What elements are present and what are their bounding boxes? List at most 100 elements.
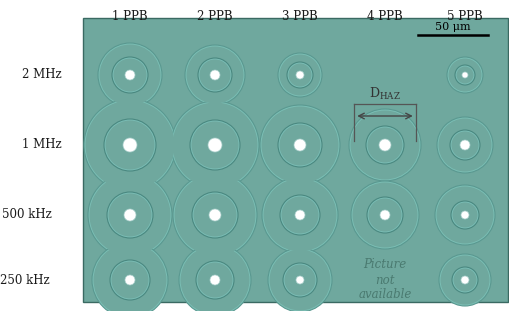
Text: 4 PPB: 4 PPB — [366, 10, 402, 23]
Circle shape — [350, 110, 419, 179]
Circle shape — [173, 173, 257, 257]
Circle shape — [125, 275, 135, 285]
Text: 5 PPB: 5 PPB — [446, 10, 482, 23]
Text: 2 MHz: 2 MHz — [22, 68, 62, 81]
Circle shape — [378, 139, 390, 151]
Circle shape — [367, 128, 402, 163]
Circle shape — [199, 59, 230, 91]
Circle shape — [461, 72, 467, 78]
Circle shape — [105, 120, 154, 169]
Text: 250 kHz: 250 kHz — [1, 273, 50, 286]
Circle shape — [279, 54, 320, 95]
Text: Picture
not
available: Picture not available — [358, 258, 411, 301]
Circle shape — [171, 101, 259, 189]
Circle shape — [180, 245, 249, 311]
Circle shape — [92, 242, 167, 311]
Circle shape — [279, 195, 319, 235]
Text: 500 kHz: 500 kHz — [2, 208, 52, 221]
Circle shape — [260, 105, 340, 185]
Circle shape — [456, 67, 472, 83]
Circle shape — [446, 57, 482, 93]
Circle shape — [451, 267, 477, 293]
Text: D$_{\mathregular{HAZ}}$: D$_{\mathregular{HAZ}}$ — [369, 86, 400, 102]
Circle shape — [209, 209, 220, 221]
Circle shape — [179, 244, 250, 311]
Circle shape — [191, 122, 238, 169]
Circle shape — [172, 103, 257, 188]
Circle shape — [110, 260, 150, 300]
Circle shape — [124, 209, 136, 221]
Circle shape — [282, 263, 317, 297]
Circle shape — [434, 185, 494, 245]
Circle shape — [293, 139, 305, 151]
Circle shape — [460, 276, 468, 284]
Circle shape — [88, 173, 172, 257]
Circle shape — [459, 140, 469, 150]
Circle shape — [287, 62, 313, 88]
Circle shape — [98, 43, 162, 107]
Circle shape — [104, 119, 156, 171]
Bar — [83, 18, 507, 302]
Circle shape — [99, 44, 160, 105]
Circle shape — [112, 57, 148, 93]
Circle shape — [107, 192, 153, 238]
Circle shape — [208, 138, 221, 152]
Circle shape — [108, 193, 151, 236]
Circle shape — [451, 202, 476, 228]
Circle shape — [186, 47, 243, 104]
Circle shape — [379, 210, 389, 220]
Circle shape — [185, 45, 244, 105]
Text: 1 PPB: 1 PPB — [112, 10, 148, 23]
Circle shape — [348, 109, 420, 181]
Circle shape — [460, 211, 468, 219]
Circle shape — [352, 183, 417, 248]
Circle shape — [210, 70, 219, 80]
Circle shape — [295, 276, 303, 284]
Circle shape — [123, 138, 137, 152]
Text: 1 MHz: 1 MHz — [22, 138, 62, 151]
Circle shape — [450, 132, 477, 159]
Circle shape — [281, 197, 318, 234]
Circle shape — [261, 106, 338, 183]
Circle shape — [191, 192, 238, 238]
Circle shape — [174, 174, 255, 256]
Circle shape — [453, 268, 475, 291]
Circle shape — [277, 123, 321, 167]
Circle shape — [93, 244, 166, 311]
Circle shape — [269, 249, 330, 310]
Circle shape — [284, 264, 315, 295]
Circle shape — [350, 181, 418, 249]
Circle shape — [190, 120, 240, 170]
Circle shape — [436, 187, 493, 244]
Circle shape — [89, 174, 170, 256]
Circle shape — [193, 193, 236, 236]
Circle shape — [84, 99, 176, 191]
Circle shape — [365, 126, 403, 164]
Circle shape — [368, 198, 401, 231]
Circle shape — [436, 117, 492, 173]
Circle shape — [195, 261, 234, 299]
Circle shape — [295, 71, 303, 79]
Circle shape — [294, 210, 304, 220]
Circle shape — [279, 124, 320, 165]
Circle shape — [438, 118, 491, 171]
Circle shape — [197, 58, 232, 92]
Text: 3 PPB: 3 PPB — [281, 10, 317, 23]
Circle shape — [366, 197, 402, 233]
Circle shape — [111, 262, 148, 299]
Text: 50 μm: 50 μm — [434, 22, 470, 32]
Text: 2 PPB: 2 PPB — [197, 10, 232, 23]
Circle shape — [197, 262, 232, 298]
Circle shape — [288, 63, 311, 86]
Circle shape — [114, 58, 146, 91]
Circle shape — [267, 248, 331, 311]
Circle shape — [262, 177, 337, 253]
Circle shape — [263, 179, 336, 252]
Circle shape — [125, 70, 135, 80]
Circle shape — [86, 100, 174, 189]
Circle shape — [447, 58, 480, 91]
Circle shape — [210, 275, 219, 285]
Circle shape — [438, 254, 490, 306]
Circle shape — [454, 65, 474, 85]
Circle shape — [450, 201, 478, 229]
